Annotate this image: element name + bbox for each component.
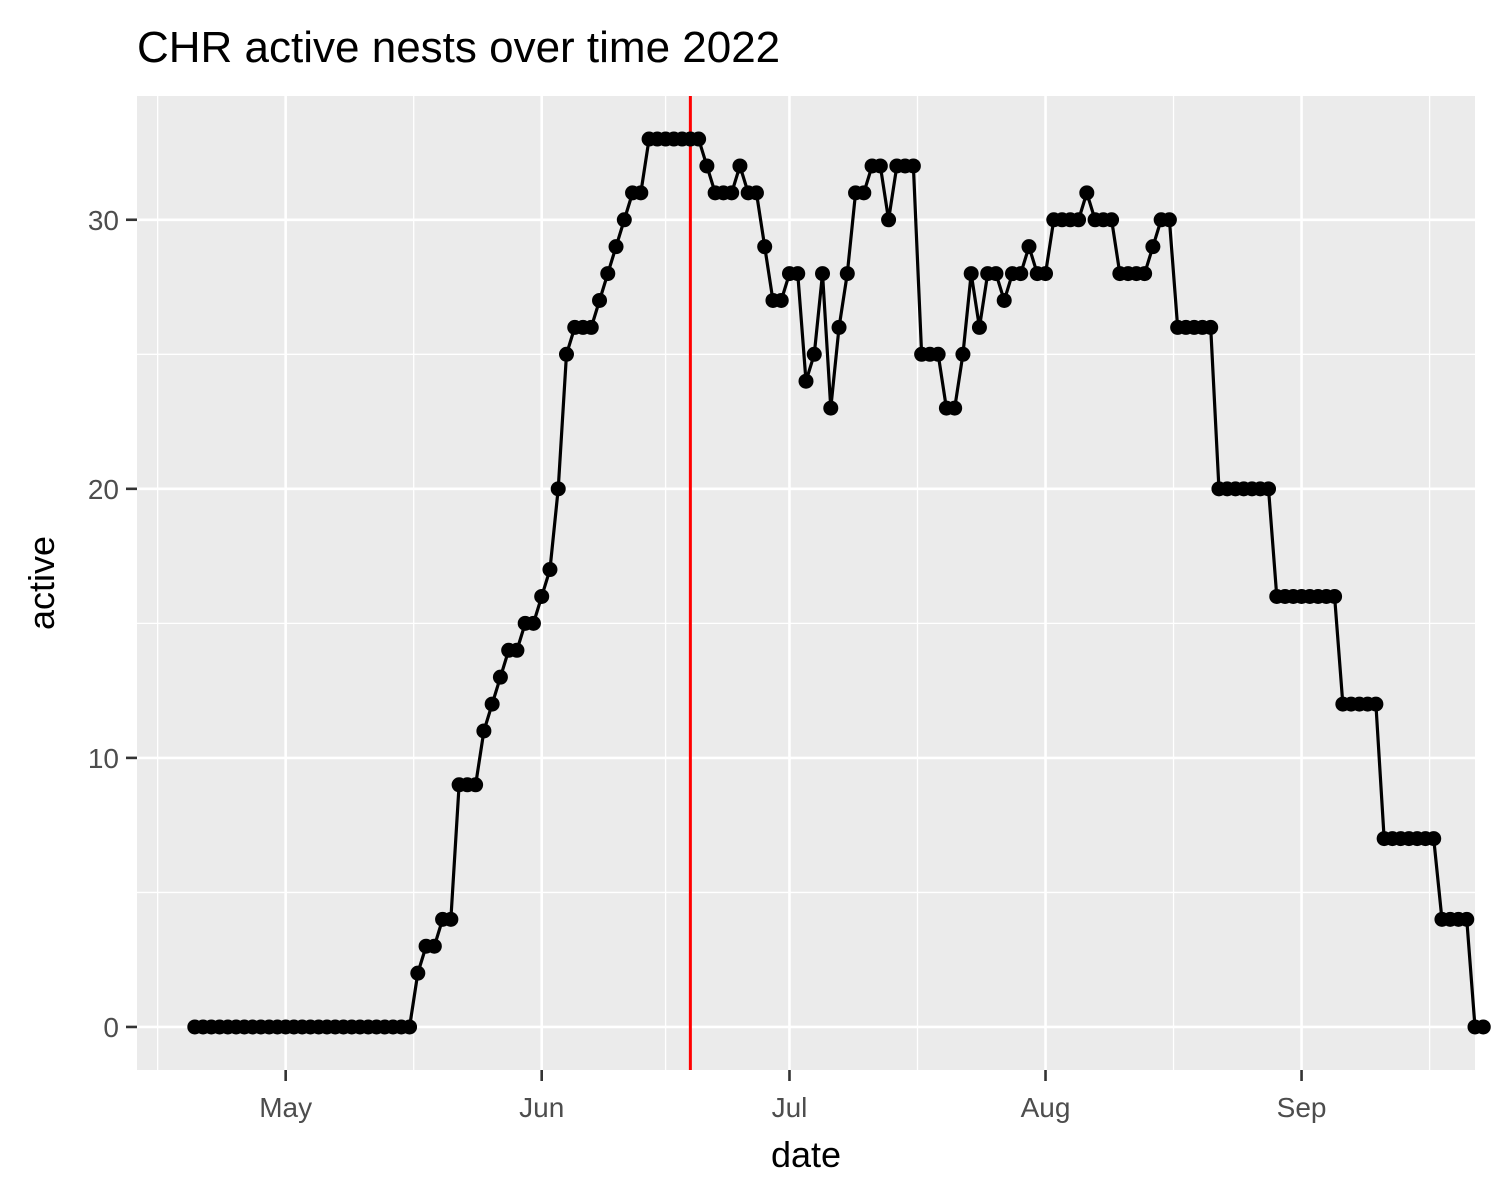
data-point [1137, 266, 1153, 282]
data-point [996, 292, 1012, 308]
data-point [757, 239, 773, 255]
data-point [1368, 696, 1384, 712]
data-point [815, 266, 831, 282]
data-point [476, 723, 492, 739]
data-point [806, 346, 822, 362]
y-tick-label: 0 [103, 1012, 119, 1043]
data-point [534, 588, 550, 604]
x-axis-title: date [771, 1134, 841, 1175]
series-layer [187, 131, 1491, 1035]
data-point [748, 185, 764, 201]
data-point [1038, 266, 1054, 282]
data-point [492, 669, 508, 685]
y-axis: 0 10 20 30 [88, 205, 137, 1043]
data-point [1475, 1019, 1491, 1035]
data-point [1013, 266, 1029, 282]
data-point [905, 158, 921, 174]
data-point [410, 965, 426, 981]
data-point [468, 777, 484, 793]
data-point [823, 400, 839, 416]
data-point [1145, 239, 1161, 255]
data-point [542, 562, 558, 578]
data-point [699, 158, 715, 174]
x-tick-label: May [259, 1092, 312, 1123]
data-point [1327, 588, 1343, 604]
data-point [550, 481, 566, 497]
data-point [839, 266, 855, 282]
data-point [955, 346, 971, 362]
data-point [1261, 481, 1277, 497]
data-point [732, 158, 748, 174]
data-point [616, 212, 632, 228]
x-tick-label: Jun [519, 1092, 564, 1123]
data-point [872, 158, 888, 174]
data-point [856, 185, 872, 201]
data-point [443, 911, 459, 927]
data-point [484, 696, 500, 712]
y-axis-title: active [21, 536, 62, 630]
data-point [426, 938, 442, 954]
data-point [633, 185, 649, 201]
data-point [1079, 185, 1095, 201]
data-point [881, 212, 897, 228]
data-point [1104, 212, 1120, 228]
data-point [988, 266, 1004, 282]
data-point [831, 319, 847, 335]
data-point [790, 266, 806, 282]
data-point [691, 131, 707, 147]
chart-title: CHR active nests over time 2022 [137, 23, 780, 72]
data-point [1203, 319, 1219, 335]
y-tick-label: 10 [88, 743, 119, 774]
x-tick-label: Jul [772, 1092, 808, 1123]
data-point [402, 1019, 418, 1035]
data-point [947, 400, 963, 416]
x-tick-label: Aug [1021, 1092, 1071, 1123]
data-point [773, 292, 789, 308]
data-point [724, 185, 740, 201]
plot-panel [137, 96, 1475, 1070]
x-tick-label: Sep [1277, 1092, 1327, 1123]
data-point [558, 346, 574, 362]
data-point [608, 239, 624, 255]
data-point [930, 346, 946, 362]
data-point [971, 319, 987, 335]
data-point [1459, 911, 1475, 927]
data-point [1426, 831, 1442, 847]
data-point [1021, 239, 1037, 255]
data-point [798, 373, 814, 389]
y-tick-label: 30 [88, 205, 119, 236]
data-point [1071, 212, 1087, 228]
x-axis: May Jun Jul Aug Sep [259, 1070, 1326, 1123]
data-point [525, 615, 541, 631]
major-gridlines [137, 96, 1475, 1070]
data-point [509, 642, 525, 658]
data-point [592, 292, 608, 308]
data-point [1161, 212, 1177, 228]
data-point [963, 266, 979, 282]
data-point [600, 266, 616, 282]
y-tick-label: 20 [88, 474, 119, 505]
data-point [583, 319, 599, 335]
